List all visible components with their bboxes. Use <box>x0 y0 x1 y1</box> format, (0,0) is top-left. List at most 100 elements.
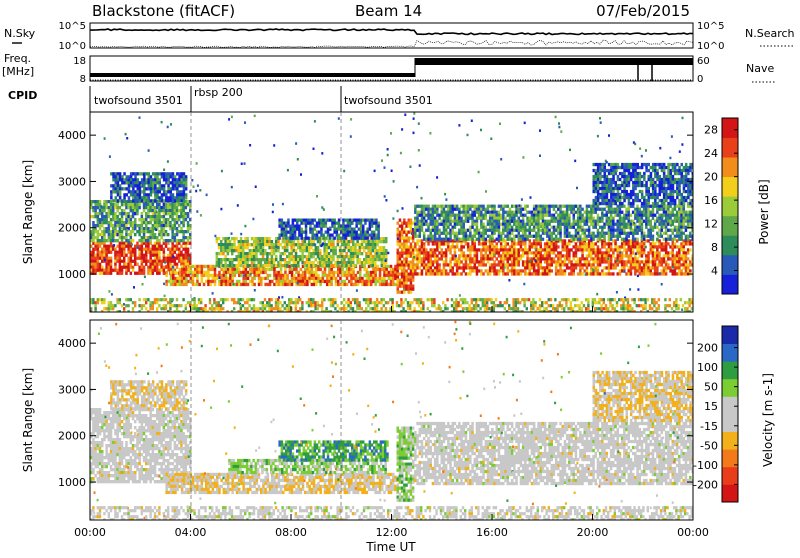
nave-tick-bottom: 0 <box>697 74 703 85</box>
echo-band <box>414 239 694 275</box>
colorbar-tick-label: 28 <box>704 124 718 137</box>
colorbar-swatch <box>722 484 738 502</box>
y-tick-label: 2000 <box>58 222 86 235</box>
station-title: Blackstone (fitACF) <box>92 2 235 20</box>
x-tick-label: 04:00 <box>175 526 207 539</box>
echo-band <box>90 242 192 275</box>
colorbar-tick-label: -200 <box>693 478 718 491</box>
echo-band <box>414 205 694 241</box>
nsearch-line <box>90 40 693 47</box>
y-tick-label: 2000 <box>58 430 86 443</box>
colorbar-tick-label: 12 <box>704 218 718 231</box>
y-tick-label: 4000 <box>58 129 86 142</box>
echo-band <box>397 427 415 502</box>
colorbar-swatch <box>722 361 738 379</box>
y-tick-label: 1000 <box>58 476 86 489</box>
x-tick-label: 20:00 <box>577 526 609 539</box>
colorbar-swatch <box>722 138 738 158</box>
cpid-segment-1: twofsound 3501 <box>94 94 183 107</box>
colorbar-tick-label: 50 <box>704 381 718 394</box>
colorbar-swatch <box>722 414 738 432</box>
colorbar-swatch <box>722 255 738 275</box>
echo-band <box>216 237 388 267</box>
colorbar-swatch <box>722 118 738 138</box>
freq-tick-top: 18 <box>73 56 86 67</box>
colorbar-swatch <box>722 196 738 216</box>
colorbar-swatch <box>722 177 738 197</box>
y-tick-label: 1000 <box>58 268 86 281</box>
nsearch-tick-bottom: 10^0 <box>697 41 724 52</box>
echo-band <box>593 371 695 422</box>
power-heatmap <box>90 112 695 313</box>
echo-band <box>397 219 415 294</box>
colorbar-swatch <box>722 396 738 414</box>
x-tick-label: 00:00 <box>677 526 709 539</box>
beam-title: Beam 14 <box>355 2 422 20</box>
cpid-label: CPID <box>8 89 37 102</box>
echo-band <box>278 440 388 461</box>
echo-band <box>593 163 695 205</box>
echo-band <box>165 473 399 494</box>
nsky-tick-top: 10^5 <box>59 21 86 32</box>
nave-label: Nave <box>746 62 774 75</box>
freq-line-low <box>90 73 415 77</box>
near-range-strip <box>90 506 695 521</box>
colorbar-tick-label: 4 <box>711 265 718 278</box>
echo-band <box>414 422 694 485</box>
velocity-heatmap <box>90 321 695 523</box>
colorbar-tick-label: -100 <box>693 459 718 472</box>
echo-band <box>165 265 399 286</box>
colorbar-swatch <box>722 467 738 485</box>
nsky-panel-frame <box>90 23 693 48</box>
colorbar-swatch <box>722 235 738 255</box>
nave-tick-top: 60 <box>697 56 710 67</box>
time-x-label: Time UT <box>365 540 416 554</box>
colorbar-tick-label: 200 <box>697 342 718 355</box>
x-tick-label: 08:00 <box>275 526 307 539</box>
colorbar-tick-label: 20 <box>704 171 718 184</box>
freq-tick-bottom: 8 <box>80 74 86 85</box>
power-y-label: Slant Range [km] <box>21 160 35 264</box>
echo-band <box>110 172 187 202</box>
power-colorbar: 4 8 12 16 20 24 28 <box>704 118 738 294</box>
nsky-tick-bottom: 10^0 <box>59 41 86 52</box>
colorbar-tick-label: 24 <box>704 147 718 160</box>
x-tick-label: 16:00 <box>476 526 508 539</box>
velocity-colorbar-label: Velocity [m s-1] <box>761 373 775 467</box>
colorbar-tick-label: -15 <box>700 420 718 433</box>
near-range-strip <box>90 298 695 313</box>
nsky-label: N.Sky <box>4 27 36 40</box>
y-tick-label: 4000 <box>58 337 86 350</box>
x-tick-label: 00:00 <box>74 526 106 539</box>
date-title: 07/Feb/2015 <box>596 2 690 20</box>
colorbar-swatch <box>722 344 738 362</box>
nsky-line <box>90 29 693 35</box>
y-tick-label: 3000 <box>58 175 86 188</box>
colorbar-swatch <box>722 379 738 397</box>
cpid-segment-3: twofsound 3501 <box>344 94 433 107</box>
power-colorbar-label: Power [dB] <box>757 179 771 244</box>
colorbar-tick-label: 8 <box>711 241 718 254</box>
colorbar-tick-label: 100 <box>697 361 718 374</box>
nsearch-tick-top: 10^5 <box>697 21 724 32</box>
nsearch-label: N.Search <box>745 27 795 40</box>
y-tick-label: 3000 <box>58 383 86 396</box>
colorbar-tick-label: 16 <box>704 194 718 207</box>
colorbar-swatch <box>722 432 738 450</box>
echo-band <box>90 408 192 483</box>
echo-band <box>90 200 192 242</box>
freq-unit-label: [MHz] <box>2 65 34 78</box>
colorbar-swatch <box>722 326 738 344</box>
colorbar-swatch <box>722 274 738 294</box>
freq-label: Freq. <box>4 52 31 65</box>
colorbar-swatch <box>722 216 738 236</box>
cpid-segment-2: rbsp 200 <box>194 86 243 99</box>
echo-band <box>110 380 187 410</box>
echo-band <box>278 219 380 240</box>
colorbar-tick-label: -50 <box>700 439 718 452</box>
velocity-y-label: Slant Range [km] <box>21 368 35 472</box>
colorbar-swatch <box>722 157 738 177</box>
